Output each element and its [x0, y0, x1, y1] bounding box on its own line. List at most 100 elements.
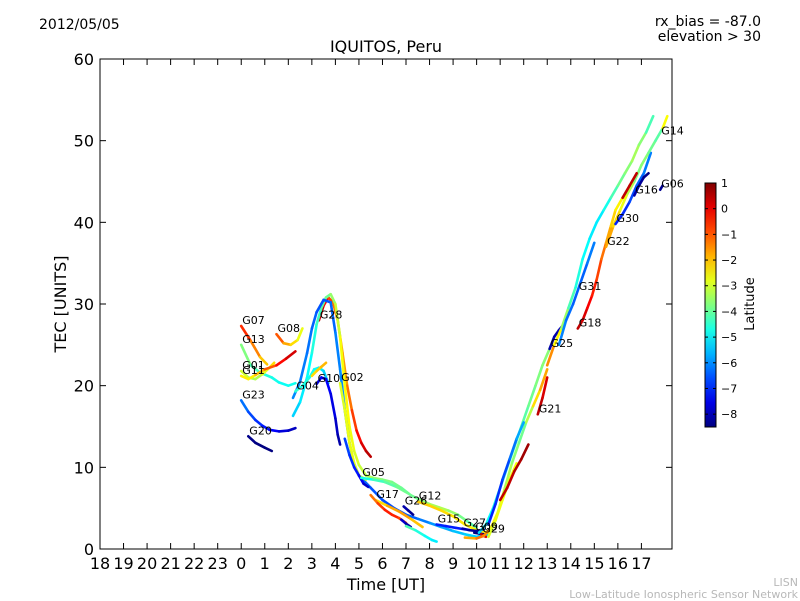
series-label-g16: G16 — [635, 183, 658, 196]
series-segment — [430, 538, 438, 543]
series-segment — [517, 421, 528, 445]
series-segment — [595, 257, 603, 281]
series-segment — [301, 376, 311, 388]
series-segment — [404, 513, 420, 521]
series-segment — [621, 200, 631, 216]
x-tick-label: 13 — [537, 554, 557, 573]
series-track-28 — [487, 421, 526, 526]
series-segment — [564, 302, 575, 322]
series-segment — [602, 196, 613, 212]
series-segment — [275, 332, 285, 345]
x-tick-label: 9 — [448, 554, 458, 573]
series-segment — [637, 176, 646, 187]
x-tick-label: 7 — [401, 554, 411, 573]
series-segment — [463, 523, 478, 532]
series-segment — [640, 151, 650, 167]
series-segment — [324, 377, 333, 396]
series-segment — [477, 523, 488, 535]
colorbar: 1 0 −1 −2 −3 −4 −5 −6 −7 −8 — [704, 177, 737, 428]
x-tick-label: 23 — [208, 554, 228, 573]
x-tick-label: 6 — [377, 554, 387, 573]
date-label: 2012/05/05 — [39, 17, 120, 33]
series-label-g29: G29 — [482, 522, 505, 535]
series-segment — [585, 241, 596, 265]
series-segment — [439, 525, 455, 533]
series-g26 — [402, 505, 415, 517]
series-segment — [614, 196, 624, 212]
series-segment — [369, 486, 384, 502]
series-segment — [571, 282, 582, 306]
series-segment — [637, 131, 648, 147]
series-segment — [625, 180, 636, 196]
series-segment — [644, 114, 655, 134]
series-segment — [574, 257, 584, 290]
series-segment — [305, 327, 314, 355]
series-segment — [590, 278, 599, 298]
y-tick-label: 30 — [74, 295, 94, 314]
series-g13 — [239, 343, 297, 388]
series-segment — [409, 493, 422, 502]
series-segment — [435, 523, 448, 528]
series-track-38 — [621, 172, 639, 200]
series-segment — [376, 501, 387, 512]
series-segment — [362, 482, 370, 489]
series-segment — [560, 306, 570, 330]
series-segment — [494, 498, 504, 522]
series-segment — [334, 416, 340, 437]
series-segment — [305, 351, 314, 379]
series-segment — [371, 478, 387, 484]
series-g05 — [359, 476, 410, 495]
series-segment — [515, 421, 526, 441]
series-g08 — [275, 327, 304, 347]
series-segment — [247, 410, 257, 422]
series-track-26 — [463, 367, 549, 540]
series-segment — [451, 514, 467, 526]
series-segment — [609, 208, 617, 228]
series-label-g31: G31 — [579, 280, 602, 293]
colorbar-label: Latitude — [743, 277, 758, 331]
series-segment — [352, 449, 361, 467]
series-segment — [345, 384, 354, 412]
x-tick-label: 16 — [608, 554, 628, 573]
series-segment — [383, 480, 398, 489]
chart-title: IQUITOS, Peru — [329, 37, 443, 56]
series-segment — [359, 476, 375, 481]
series-label-g02: G02 — [341, 371, 364, 384]
series-segment — [487, 519, 497, 539]
series-segment — [315, 306, 323, 326]
series-segment — [329, 301, 337, 334]
series-segment — [263, 446, 274, 453]
series-segment — [348, 425, 356, 453]
series-g11 — [239, 350, 297, 381]
series-segment — [357, 474, 365, 486]
series-g23 — [239, 399, 297, 433]
series-segment — [451, 529, 467, 536]
series-g10 — [315, 376, 342, 446]
series-segment — [642, 172, 650, 179]
series-segment — [294, 384, 304, 393]
series-g21 — [536, 376, 549, 416]
series-segment — [578, 261, 589, 285]
series-segment — [661, 114, 669, 130]
series-g17 — [374, 498, 424, 529]
footer-lisn: LISN — [773, 576, 798, 589]
series-label-g15: G15 — [438, 513, 461, 526]
series-segment — [409, 517, 424, 529]
series-segment — [463, 536, 478, 540]
series-segment — [390, 480, 403, 490]
series-segment — [512, 457, 523, 473]
series-segment — [334, 331, 342, 371]
series-segment — [437, 506, 450, 512]
colorbar-tick-label: −5 — [721, 331, 737, 344]
colorbar-tick-label: −2 — [721, 254, 737, 267]
colorbar-tick-label: −6 — [721, 357, 737, 370]
series-segment — [447, 509, 460, 517]
series-segment — [289, 338, 300, 347]
colorbar-tick-label: −7 — [721, 382, 737, 395]
series-segment — [632, 184, 641, 197]
x-tick-label: 4 — [330, 554, 340, 573]
series-segment — [628, 172, 639, 187]
series-label-g28: G28 — [320, 308, 343, 321]
series-segment — [541, 347, 551, 367]
series-segment — [501, 457, 511, 481]
